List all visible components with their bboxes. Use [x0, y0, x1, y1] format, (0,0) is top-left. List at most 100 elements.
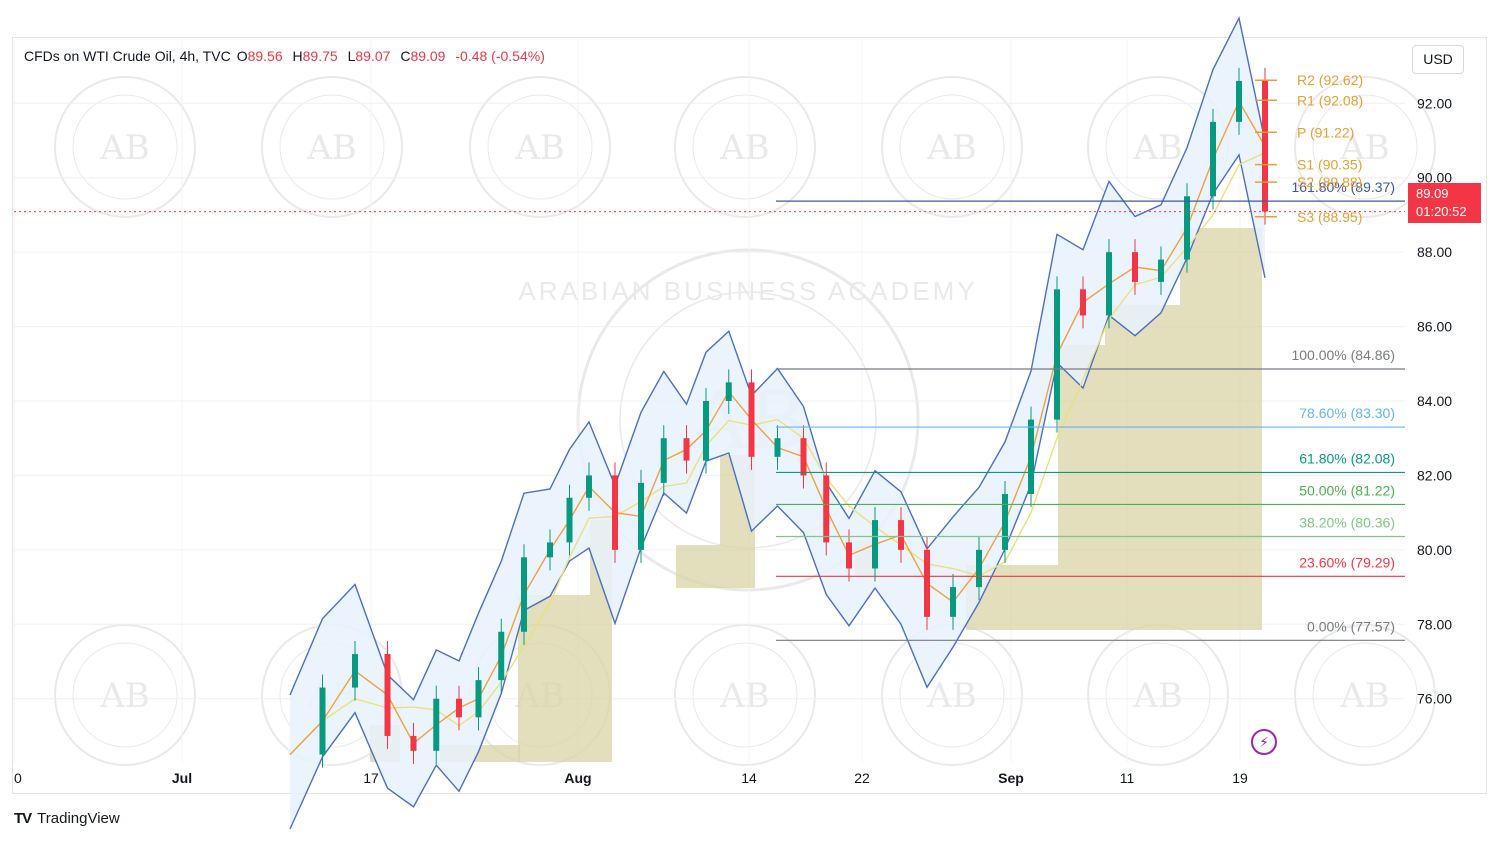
watermark-monogram: AB	[719, 676, 770, 716]
watermark-monogram: AB	[1132, 128, 1183, 168]
bar-countdown: 01:20:52	[1416, 204, 1467, 219]
candle-body	[898, 520, 904, 550]
candle-body	[586, 475, 592, 498]
watermark-monogram: AB	[719, 128, 770, 168]
symbol-header: CFDs on WTI Crude Oil, 4h, TVC O89.56 H89…	[24, 48, 551, 64]
pivot-label: R1 (92.08)	[1297, 92, 1363, 108]
symbol-title[interactable]: CFDs on WTI Crude Oil, 4h, TVC	[24, 48, 231, 64]
x-axis-tick-label: 17	[363, 770, 379, 786]
candle-body	[475, 680, 482, 718]
candle-body	[924, 549, 930, 617]
range-box	[676, 545, 720, 588]
candle-body	[725, 382, 732, 401]
watermark-seal-inner	[692, 94, 798, 200]
candle-body	[498, 631, 505, 681]
candle-body	[748, 382, 755, 457]
x-axis-tick-label: Jul	[172, 770, 192, 786]
x-axis-tick-label: 19	[1232, 770, 1248, 786]
fib-level-label: 100.00% (84.86)	[1291, 347, 1395, 363]
candle-body	[1028, 419, 1034, 495]
watermark-seal	[881, 76, 1023, 218]
watermark-monogram: AB	[306, 128, 357, 168]
watermark-monogram: AB	[514, 128, 565, 168]
change-value: -0.48 (-0.54%)	[455, 48, 545, 64]
pivot-label: S3 (88.95)	[1297, 209, 1362, 225]
candle-body	[352, 654, 358, 688]
candle-body	[846, 542, 852, 569]
x-axis-tick-label: 0	[14, 770, 22, 786]
candle-body	[823, 475, 830, 543]
range-box	[518, 595, 590, 762]
range-box	[1105, 305, 1180, 630]
moving-average-orange	[289, 99, 1266, 756]
watermark-monogram: AB	[99, 676, 150, 716]
candle-body	[638, 482, 644, 550]
candle-body	[950, 587, 956, 617]
candle-body	[1236, 80, 1242, 122]
fib-level-label: 50.00% (81.22)	[1299, 482, 1395, 498]
low-value: 89.07	[355, 48, 391, 64]
pivot-label: S2 (89.88)	[1297, 174, 1362, 190]
candle-body	[683, 438, 690, 461]
candle-body	[433, 698, 440, 751]
bollinger-upper	[289, 16, 1266, 701]
x-axis-tick-label: Aug	[564, 770, 591, 786]
watermark-seal-inner	[279, 94, 385, 200]
candle-body	[1106, 252, 1112, 316]
watermark-seal-inner	[72, 94, 178, 200]
candle-body	[1132, 252, 1138, 282]
candle-body	[521, 557, 527, 632]
x-axis-tick-label: 22	[854, 770, 870, 786]
candle-body	[566, 497, 573, 543]
bollinger-lower	[289, 153, 1266, 830]
watermark-seal	[469, 76, 611, 218]
candle-body	[1210, 121, 1216, 197]
brand-name: TradingView	[37, 810, 120, 827]
watermark-seal	[674, 76, 816, 218]
fib-level-label: 78.60% (83.30)	[1299, 405, 1395, 421]
watermark-seal-inner	[1312, 94, 1418, 200]
candle-body	[456, 698, 462, 718]
y-axis-tick-label: 80.00	[1417, 542, 1452, 558]
watermark-seal-inner	[1312, 642, 1418, 748]
fib-level-label: 38.20% (80.36)	[1299, 514, 1395, 530]
watermark-seal	[54, 76, 196, 218]
watermark-seal-inner	[1105, 642, 1211, 748]
watermark-monogram: AB	[926, 676, 977, 716]
watermark-seal	[674, 624, 816, 766]
pivot-label: S1 (90.35)	[1297, 157, 1362, 173]
watermark-seal	[54, 624, 196, 766]
watermark-monogram: AB	[1132, 676, 1183, 716]
candle-body	[1262, 80, 1268, 212]
watermark-monogram: AB	[99, 128, 150, 168]
range-box	[1058, 345, 1105, 630]
range-box	[1180, 228, 1262, 630]
y-axis-tick-label: 78.00	[1417, 616, 1452, 632]
close-value: 89.09	[410, 48, 446, 64]
fib-level-label: 161.80% (89.37)	[1291, 179, 1395, 195]
candle-body	[1002, 494, 1008, 550]
watermark-seal-inner	[487, 94, 593, 200]
candle-body	[612, 475, 618, 550]
currency-button[interactable]: USD	[1412, 45, 1464, 74]
candle-body	[410, 735, 417, 751]
y-axis-tick-label: 92.00	[1417, 95, 1452, 111]
open-value: 89.56	[247, 48, 283, 64]
candle-body	[703, 401, 709, 461]
watermark-seal	[261, 76, 403, 218]
high-label: H	[292, 48, 303, 64]
watermark-monogram: AB	[1339, 676, 1390, 716]
candle-body	[774, 438, 781, 457]
tradingview-brand[interactable]: TV TradingView	[14, 810, 120, 827]
pivot-label: P (91.22)	[1297, 124, 1354, 140]
last-price-badge: 89.09 01:20:52	[1408, 183, 1481, 223]
y-axis-tick-label: 88.00	[1417, 244, 1452, 260]
candle-body	[319, 687, 326, 755]
candle-body	[1080, 289, 1086, 316]
watermark-monogram: AB	[926, 128, 977, 168]
lightning-icon[interactable]: ⚡	[1251, 729, 1277, 755]
x-axis-tick-label: Sep	[998, 770, 1024, 786]
y-axis-tick-label: 76.00	[1417, 691, 1452, 707]
fib-level-label: 23.60% (79.29)	[1299, 554, 1395, 570]
